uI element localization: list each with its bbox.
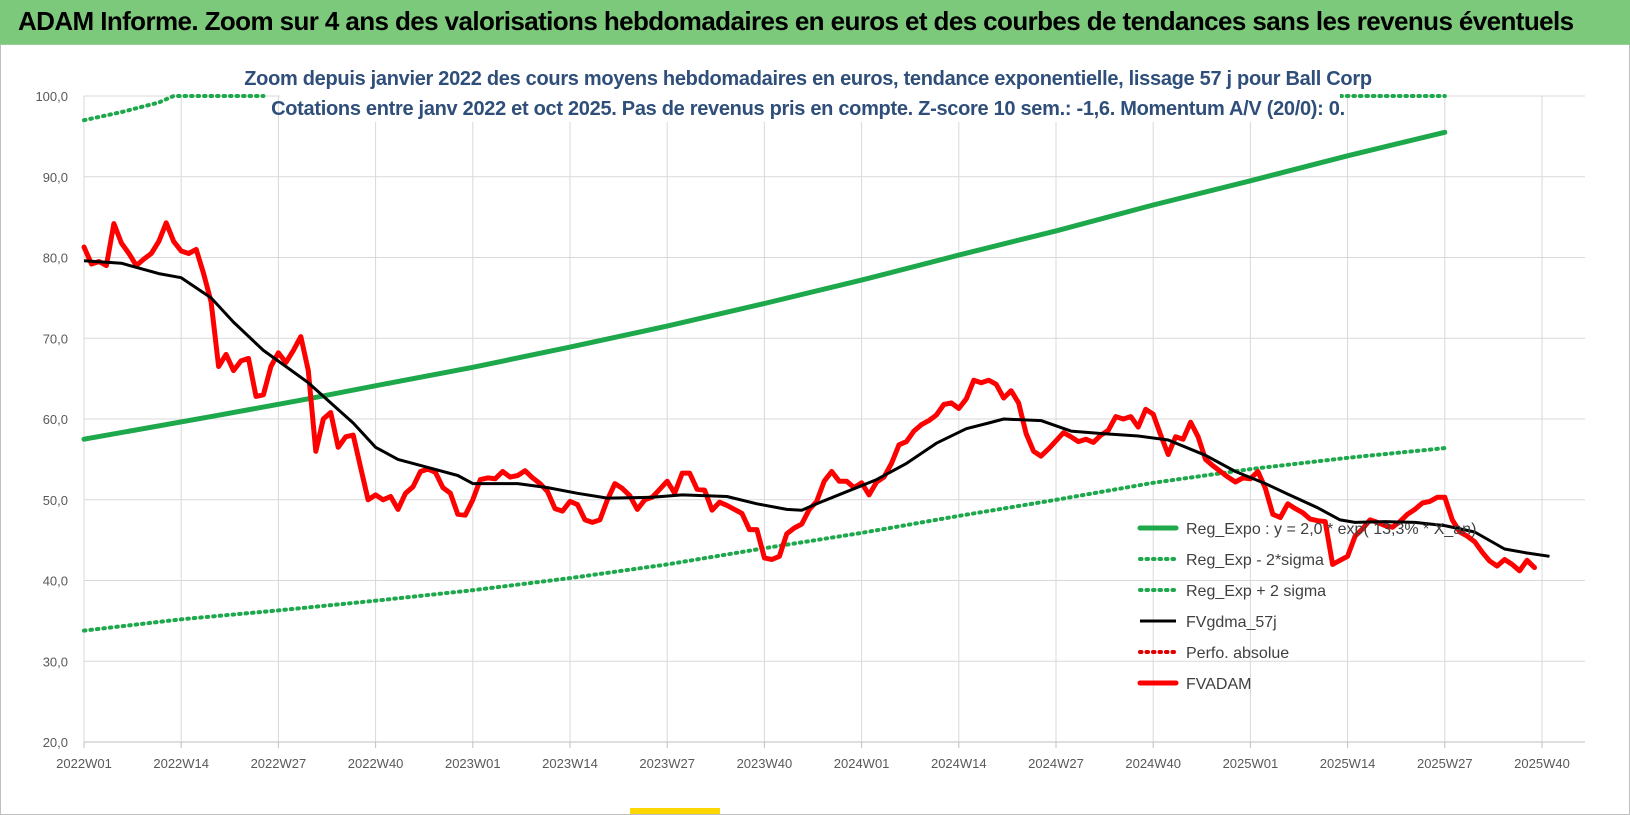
- y-tick-label: 100,0: [35, 89, 68, 104]
- x-tick-label: 2022W27: [251, 756, 307, 771]
- x-tick-label: 2024W40: [1125, 756, 1181, 771]
- x-tick-label: 2024W01: [834, 756, 890, 771]
- x-tick-label: 2023W40: [737, 756, 793, 771]
- y-axis: 20,0 30,0 40,0 50,0 60,0 70,0 80,0 90,0 100,0: [35, 89, 68, 750]
- smoothed-line: [83, 259, 1550, 558]
- chart-series: [81, 94, 1550, 633]
- y-tick-label: 70,0: [43, 331, 68, 346]
- x-tick-label: 2023W14: [542, 756, 598, 771]
- chart-subtitle-line1: Zoom depuis janvier 2022 des cours moyen…: [244, 68, 1372, 90]
- trend-line: [81, 129, 1448, 442]
- fvadam-line: [81, 220, 1537, 574]
- bottom-marker: [630, 808, 720, 814]
- page-title: ADAM Informe. Zoom sur 4 ans des valoris…: [18, 6, 1574, 36]
- x-tick-label: 2022W14: [153, 756, 209, 771]
- legend-label: FVADAM: [1186, 676, 1251, 693]
- chart-grid: [83, 95, 1585, 743]
- x-axis: 2022W01 2022W14 2022W27 2022W40 2023W01 2023W…: [56, 741, 1585, 771]
- legend-label: Perfo. absolue: [1186, 645, 1289, 662]
- x-tick-label: 2025W27: [1417, 756, 1473, 771]
- x-tick-label: 2025W40: [1514, 756, 1570, 771]
- x-tick-label: 2024W27: [1028, 756, 1084, 771]
- x-tick-label: 2025W01: [1223, 756, 1279, 771]
- x-tick-label: 2022W40: [348, 756, 404, 771]
- subtitle-background: [280, 64, 1340, 122]
- chart-legend: Reg_Expo : y = 2,0 * exp( 13,3% * X_an) R…: [1137, 521, 1476, 693]
- x-tick-label: 2022W01: [56, 756, 112, 771]
- legend-label: Reg_Expo : y = 2,0 * exp( 13,3% * X_an): [1186, 521, 1476, 538]
- chart-subtitle-line2: Cotations entre janv 2022 et oct 2025. P…: [271, 98, 1345, 120]
- y-tick-label: 50,0: [43, 493, 68, 508]
- x-tick-label: 2025W14: [1320, 756, 1376, 771]
- y-tick-label: 40,0: [43, 574, 68, 589]
- x-tick-label: 2023W01: [445, 756, 501, 771]
- y-tick-label: 30,0: [43, 654, 68, 669]
- y-tick-label: 90,0: [43, 170, 68, 185]
- legend-label: FVgdma_57j: [1186, 614, 1277, 631]
- y-tick-label: 60,0: [43, 412, 68, 427]
- legend-label: Reg_Exp - 2*sigma: [1186, 552, 1324, 569]
- header-banner: ADAM Informe. Zoom sur 4 ans des valoris…: [0, 0, 1630, 45]
- x-tick-label: 2023W27: [639, 756, 695, 771]
- upper-band-line: [82, 94, 266, 123]
- legend-label: Reg_Exp + 2 sigma: [1186, 583, 1326, 600]
- x-tick-label: 2024W14: [931, 756, 987, 771]
- y-tick-label: 20,0: [43, 735, 68, 750]
- y-tick-label: 80,0: [43, 251, 68, 266]
